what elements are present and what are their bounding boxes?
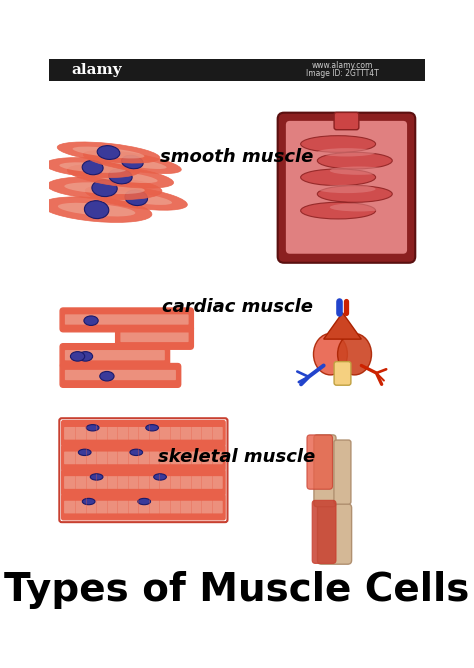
Ellipse shape: [138, 498, 151, 505]
Text: smooth muscle: smooth muscle: [160, 148, 314, 166]
Ellipse shape: [78, 351, 92, 361]
Ellipse shape: [100, 190, 172, 205]
Ellipse shape: [301, 136, 375, 152]
FancyBboxPatch shape: [64, 452, 223, 464]
Text: alamy: alamy: [71, 63, 122, 77]
FancyBboxPatch shape: [64, 427, 223, 440]
Text: Types of Muscle Cells: Types of Muscle Cells: [4, 570, 470, 609]
Ellipse shape: [301, 202, 375, 219]
Ellipse shape: [337, 333, 372, 375]
FancyBboxPatch shape: [62, 470, 225, 495]
Ellipse shape: [57, 142, 160, 163]
Bar: [49, 59, 425, 81]
FancyBboxPatch shape: [334, 361, 351, 385]
Ellipse shape: [109, 169, 132, 184]
FancyBboxPatch shape: [60, 308, 193, 332]
FancyBboxPatch shape: [64, 476, 223, 489]
FancyBboxPatch shape: [312, 500, 336, 563]
FancyBboxPatch shape: [314, 435, 336, 507]
FancyBboxPatch shape: [65, 370, 176, 380]
FancyBboxPatch shape: [120, 332, 189, 342]
Ellipse shape: [78, 449, 91, 456]
Ellipse shape: [330, 166, 388, 175]
FancyBboxPatch shape: [116, 325, 193, 349]
Ellipse shape: [98, 155, 166, 169]
Ellipse shape: [86, 425, 99, 431]
Ellipse shape: [146, 425, 158, 431]
FancyBboxPatch shape: [62, 494, 225, 520]
FancyBboxPatch shape: [318, 504, 352, 564]
FancyBboxPatch shape: [60, 343, 170, 367]
FancyBboxPatch shape: [286, 121, 407, 254]
Ellipse shape: [83, 170, 157, 183]
Text: Image ID: 2GTTT4T: Image ID: 2GTTT4T: [306, 69, 379, 77]
Ellipse shape: [58, 203, 135, 216]
Ellipse shape: [301, 169, 375, 186]
Ellipse shape: [130, 449, 143, 456]
FancyBboxPatch shape: [65, 315, 189, 325]
Text: skeletal muscle: skeletal muscle: [158, 448, 316, 466]
Ellipse shape: [317, 185, 375, 193]
FancyBboxPatch shape: [334, 112, 359, 130]
FancyBboxPatch shape: [62, 445, 225, 470]
Ellipse shape: [85, 185, 187, 210]
Ellipse shape: [83, 150, 181, 174]
Ellipse shape: [97, 146, 120, 160]
Ellipse shape: [41, 197, 152, 222]
Ellipse shape: [121, 156, 143, 169]
FancyBboxPatch shape: [278, 113, 415, 263]
Ellipse shape: [330, 203, 388, 212]
Ellipse shape: [82, 498, 95, 505]
FancyBboxPatch shape: [307, 435, 332, 489]
Ellipse shape: [71, 351, 85, 361]
Ellipse shape: [84, 200, 109, 218]
Ellipse shape: [47, 177, 162, 200]
FancyBboxPatch shape: [62, 421, 225, 446]
Ellipse shape: [82, 160, 103, 175]
Ellipse shape: [125, 190, 147, 206]
FancyBboxPatch shape: [60, 363, 181, 387]
Ellipse shape: [313, 333, 347, 375]
FancyBboxPatch shape: [65, 350, 165, 360]
Ellipse shape: [90, 474, 103, 480]
Ellipse shape: [45, 158, 140, 178]
Ellipse shape: [84, 316, 98, 325]
Polygon shape: [324, 313, 361, 339]
Ellipse shape: [154, 474, 166, 480]
Text: cardiac muscle: cardiac muscle: [162, 299, 312, 317]
FancyBboxPatch shape: [334, 440, 351, 504]
Ellipse shape: [100, 371, 114, 381]
Text: www.alamy.com: www.alamy.com: [312, 61, 373, 69]
Ellipse shape: [317, 152, 392, 169]
Ellipse shape: [73, 146, 145, 158]
Ellipse shape: [92, 180, 117, 196]
FancyBboxPatch shape: [64, 501, 223, 514]
Ellipse shape: [59, 162, 126, 173]
Ellipse shape: [317, 186, 392, 202]
Ellipse shape: [317, 148, 375, 156]
Ellipse shape: [67, 164, 173, 188]
Ellipse shape: [64, 182, 145, 194]
